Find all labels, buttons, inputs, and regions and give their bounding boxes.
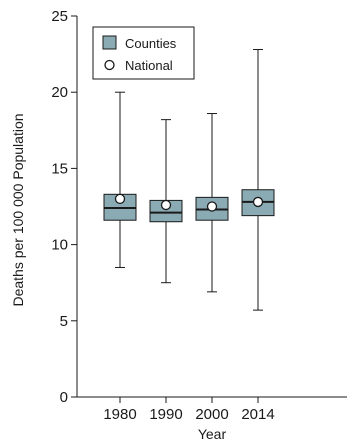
x-tick-label: 1980 — [103, 406, 136, 423]
y-axis: 0 5 10 15 20 25 — [51, 8, 78, 406]
y-tick-label: 25 — [51, 8, 68, 25]
box-2014 — [241, 49, 275, 311]
national-marker — [252, 196, 264, 208]
x-axis: 1980 1990 2000 2014 — [77, 396, 347, 423]
y-tick-label: 20 — [51, 84, 68, 101]
y-tick-label: 0 — [60, 389, 68, 406]
legend-swatch-counties — [102, 35, 117, 50]
y-axis-title: Deaths per 100 000 Population — [10, 113, 26, 306]
x-tick-label: 1990 — [149, 406, 182, 423]
legend-marker-national — [104, 59, 115, 71]
y-tick-label: 15 — [51, 160, 68, 177]
national-marker — [114, 193, 126, 205]
box-1980 — [103, 91, 137, 268]
y-tick-label: 10 — [51, 237, 68, 254]
x-tick-label: 2000 — [195, 406, 228, 423]
box-1990 — [149, 119, 183, 284]
legend-label-national: National — [125, 58, 173, 73]
x-axis-title: Year — [198, 426, 227, 442]
box-2000 — [195, 113, 229, 293]
legend: Counties National — [92, 26, 195, 80]
y-tick-label: 5 — [60, 313, 68, 330]
x-tick-label: 2014 — [241, 406, 274, 423]
box-series — [103, 49, 275, 311]
national-marker — [160, 199, 172, 211]
legend-label-counties: Counties — [125, 36, 177, 51]
national-marker — [206, 201, 218, 212]
